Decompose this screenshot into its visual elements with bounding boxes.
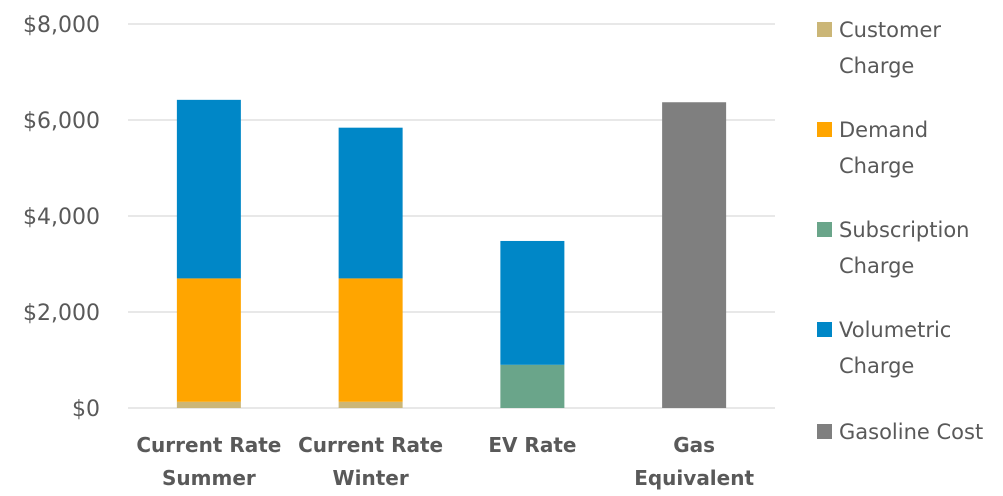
legend-label: Charge: [839, 254, 914, 278]
y-tick-label: $8,000: [23, 13, 100, 38]
x-category-label: Gas: [673, 433, 715, 457]
bar-segment: [176, 278, 241, 402]
legend-label: Customer: [839, 18, 941, 42]
x-category-label: Equivalent: [634, 466, 754, 490]
legend-label: Charge: [839, 54, 914, 78]
bar-segment: [662, 102, 727, 409]
legend-label: Subscription: [839, 218, 969, 242]
legend-swatch: [817, 122, 832, 137]
legend-swatch: [817, 22, 832, 37]
legend-swatch: [817, 322, 832, 337]
x-axis-labels: Current Rate Summer Current Rate Winter EV R…: [136, 433, 754, 490]
bar-segment: [176, 401, 241, 408]
legend-label: Gasoline Cost: [839, 420, 983, 444]
legend-label: Volumetric: [839, 318, 951, 342]
legend-swatch: [817, 424, 832, 439]
x-category-label: EV Rate: [488, 433, 576, 457]
y-tick-label: $0: [72, 397, 100, 422]
x-category-label: Winter: [333, 466, 409, 490]
bar-segment: [500, 240, 565, 365]
bar-segment: [176, 99, 241, 279]
y-tick-label: $6,000: [23, 109, 100, 134]
bar-segment: [500, 364, 565, 408]
bar-segment: [338, 401, 403, 408]
x-category-label: Current Rate: [136, 433, 281, 457]
legend-label: Charge: [839, 354, 914, 378]
x-category-label: Summer: [162, 466, 256, 490]
legend-swatch: [817, 222, 832, 237]
legend: Customer Charge Demand Charge Subscription Ch…: [817, 18, 983, 444]
bar-segment: [338, 278, 403, 402]
x-category-label: Current Rate: [298, 433, 443, 457]
legend-label: Demand: [839, 118, 928, 142]
y-axis-ticks: $0 $2,000 $4,000 $6,000 $8,000: [23, 13, 100, 422]
y-tick-label: $2,000: [23, 301, 100, 326]
y-tick-label: $4,000: [23, 205, 100, 230]
legend-label: Charge: [839, 154, 914, 178]
bars: [176, 99, 727, 409]
bar-segment: [338, 127, 403, 279]
